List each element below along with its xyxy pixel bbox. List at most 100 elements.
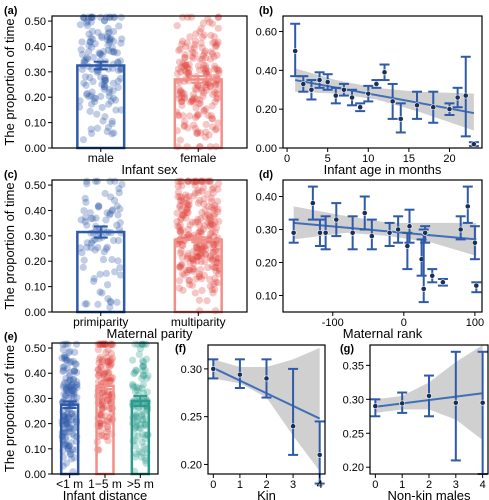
data-point [94,300,102,308]
data-point [103,395,112,404]
data-point [67,450,75,458]
x-tick-label: 10 [362,153,374,165]
data-point [100,82,109,91]
data-point [94,28,102,37]
data-point [98,398,107,407]
data-point [206,55,215,63]
data-point [80,14,88,23]
data-point [208,228,216,237]
data-point [89,214,97,223]
data-point [206,222,214,231]
data-point [205,67,213,75]
data-point [68,387,77,395]
y-tick-label: 0.30 [25,393,46,405]
data-point [182,61,191,69]
data-point [180,90,188,98]
data-point [96,410,104,418]
data-point [210,183,218,192]
y-tick-label: 0.50 [25,180,46,192]
panel-label: (f) [175,343,186,355]
data-point [196,249,204,258]
panel-label: (b) [259,5,273,17]
x-axis-label: Infant sex [121,162,178,177]
data-point [193,244,201,252]
data-point [185,201,193,209]
data-point [173,69,182,78]
data-point [209,243,217,252]
y-tick-label: 0.60 [256,27,277,39]
data-point [109,206,117,214]
data-point [175,263,184,271]
data-point [349,94,355,101]
data-point [211,247,220,255]
data-point [211,307,220,315]
data-point [183,143,191,151]
data-point [134,432,142,440]
data-point [333,216,340,223]
y-tick-label: 0.20 [25,419,46,431]
data-point [173,209,181,217]
data-point [95,202,103,210]
data-point [143,388,151,396]
data-point [191,37,199,45]
data-point [184,231,192,239]
data-point [211,218,219,226]
data-point [80,57,88,65]
data-point [211,201,219,209]
data-point [102,367,110,376]
data-point [81,194,89,202]
data-point [211,126,220,134]
data-point [182,67,190,76]
data-point [470,141,477,148]
data-point [208,262,216,271]
y-tick-label: 0.35 [343,360,364,372]
y-tick-label: 0.20 [181,459,202,471]
data-point [70,367,79,375]
data-point [79,263,87,271]
data-point [78,65,86,74]
data-point [187,13,196,21]
data-point [361,210,368,216]
data-point [207,219,215,228]
data-point [193,112,201,120]
data-point [200,106,208,114]
data-point [104,41,112,49]
data-point [201,206,209,214]
data-point [194,128,202,136]
y-tick-label: 0.20 [25,256,46,268]
data-point [185,60,193,69]
data-point [98,103,106,112]
data-point [176,203,184,211]
data-point [211,286,219,294]
data-point [103,281,112,289]
data-point [99,356,107,364]
y-tick-label: 0.00 [25,469,46,481]
data-point [108,119,116,128]
data-point [107,356,116,364]
data-point [64,385,72,394]
data-point [61,352,69,360]
data-point [196,28,204,36]
data-point [98,34,106,42]
data-point [83,89,91,98]
data-point [193,129,201,138]
data-point [110,37,118,45]
data-point [196,129,205,137]
data-point [104,361,112,369]
data-point [71,410,79,418]
data-point [101,74,109,82]
data-point [105,358,113,366]
data-point [106,413,114,421]
data-point [101,76,109,85]
data-point [199,51,207,59]
data-point [210,264,218,272]
data-point [110,13,118,21]
data-point [132,421,140,430]
data-point [66,376,74,384]
data-point [113,202,121,210]
data-point [104,346,112,354]
data-point [105,92,113,100]
data-point [452,399,459,406]
data-point [196,66,204,74]
data-point [67,381,75,389]
